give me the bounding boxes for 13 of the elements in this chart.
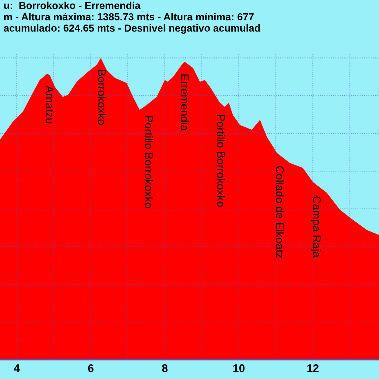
chart-title: u: Borrokoxko - Erremendia m - Altura máxima: 1385.73 mts - Altura mínima: 677 acumulado: 624.65 mts - Desnivel negativo acumulad: [4, 2, 260, 34]
x-tick-label: 12: [308, 364, 319, 372]
annotation: Borrokoxko: [98, 70, 106, 126]
annotation: Arnatzu: [46, 86, 54, 124]
x-tick-label: 6: [88, 364, 94, 372]
x-tick-label: 4: [14, 364, 20, 372]
annotation: Portillo Borrokoxko: [145, 116, 154, 208]
annotation: Collado de Elkoatz: [276, 166, 284, 258]
annotation: Campa Raja: [310, 196, 322, 258]
annotation: Erremendia: [180, 74, 190, 132]
x-tick-label: 8: [162, 364, 168, 372]
annotation: Portillo Borrokoxko: [217, 115, 226, 208]
x-tick-label: 10: [234, 364, 245, 372]
